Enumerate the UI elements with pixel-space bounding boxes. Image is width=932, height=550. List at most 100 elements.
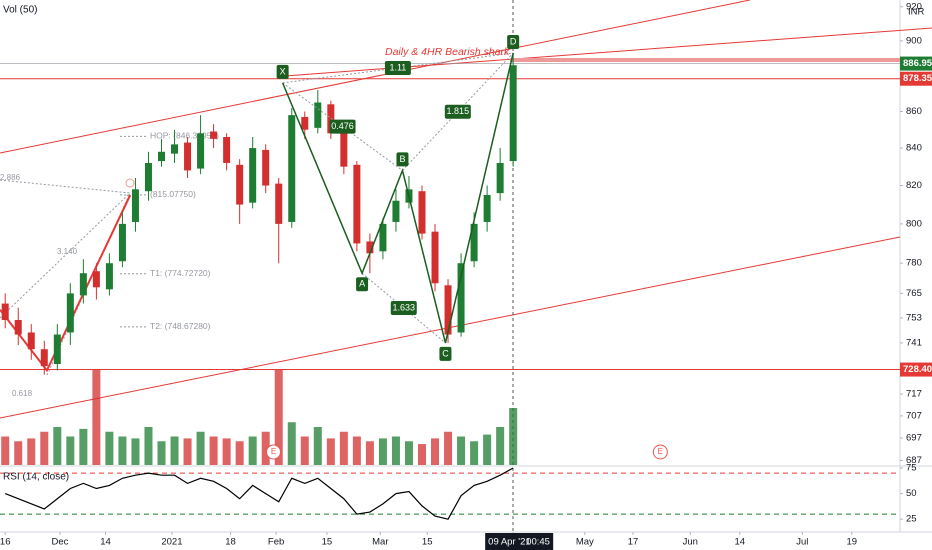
currency: INR [908, 7, 925, 18]
x-tick-label: 18 [225, 537, 236, 548]
volume-bar [209, 436, 218, 465]
ratio-guide [282, 82, 403, 171]
candle-body [262, 149, 270, 186]
x-tick-label: Jul [796, 537, 808, 548]
volume-bar [105, 431, 114, 465]
volume-bar [300, 436, 309, 465]
candle-body [509, 65, 517, 162]
volume-bar [444, 431, 453, 465]
x-tick-label: Jun [683, 537, 698, 548]
ratio-box [444, 104, 471, 119]
pattern-point-label: X [280, 66, 286, 76]
event-label: E [658, 447, 663, 456]
volume-bar [131, 438, 140, 465]
x-tick-label: May [576, 537, 594, 548]
candle-body [483, 195, 491, 222]
x-tick-label: 16 [0, 537, 10, 548]
candle-body [327, 104, 335, 134]
candle-body [40, 349, 48, 367]
price-label-box [900, 362, 932, 377]
volume-bar [470, 441, 479, 465]
volume-bar [339, 431, 348, 465]
volume-bar [313, 427, 322, 465]
volume-bar [417, 444, 426, 465]
y-tick-label: 765 [906, 288, 922, 299]
volume-bar [53, 427, 62, 465]
target-label: HOP: (846.32959) [150, 131, 219, 141]
x-tick-label: Mar [372, 537, 388, 548]
x-tick-label: Dec [51, 537, 68, 548]
volume-bar [92, 370, 101, 465]
volume-bar [222, 438, 231, 465]
pattern-title: Daily & 4HR Bearish shark [385, 46, 510, 58]
x-tick-label: 09 Apr '21 [488, 537, 531, 548]
candle-body [14, 320, 22, 335]
price-label-box [900, 71, 932, 86]
candle-body [249, 148, 257, 203]
x-tick-label: 17 [628, 537, 639, 548]
y-tick-label: 920 [906, 1, 922, 12]
candle-body [1, 303, 9, 321]
pattern-point-label: A [359, 279, 365, 289]
crosshair-date-box [485, 533, 554, 550]
volume-bar [352, 436, 361, 465]
fib-guide [0, 179, 131, 194]
candle-body [184, 142, 192, 171]
y-tick-label: 741 [906, 337, 922, 348]
candle-body [340, 131, 348, 167]
ratio-label: 0.476 [331, 121, 354, 131]
candle-body [158, 151, 166, 162]
volume-bar [14, 441, 23, 465]
volume-bar [431, 438, 440, 465]
x-tick-label: 15 [322, 537, 333, 548]
price-label: 878.35 [903, 73, 932, 84]
volume-bar [509, 408, 518, 465]
candle-body [301, 116, 309, 130]
rsi-tick-label: 25 [906, 514, 917, 525]
volume-bar [157, 441, 166, 465]
candle-body [288, 115, 296, 222]
candle-body [392, 200, 400, 222]
volume-bar [196, 431, 205, 465]
price-label: 728.40 [903, 364, 932, 375]
volume-label: Vol (50) [3, 5, 37, 16]
y-tick-label: 717 [906, 389, 922, 400]
price-label-box [900, 56, 932, 71]
target-label: T2: (748.67280) [150, 321, 211, 331]
pattern-point-box [396, 152, 409, 167]
volume-bar [170, 436, 179, 465]
candle-body [236, 164, 244, 205]
candle-body [470, 223, 478, 262]
y-tick-label: 840 [906, 143, 922, 154]
volume-bar [391, 436, 400, 465]
candle-body [223, 137, 231, 163]
y-tick-label: 780 [906, 258, 922, 269]
event-label: E [271, 447, 276, 456]
fib-label: 0.618 [12, 389, 33, 398]
x-tick-label: 15 [422, 537, 433, 548]
fib-label: 3.140 [57, 247, 78, 256]
candle-body [105, 263, 113, 290]
pattern-line [281, 52, 514, 344]
ratio-label: 1.11 [389, 62, 406, 72]
volume-bar [496, 427, 505, 465]
volume-bar [66, 436, 75, 465]
candle-body [144, 162, 152, 192]
volume-bar [235, 441, 244, 465]
candle-body [66, 293, 74, 333]
y-tick-label: 900 [906, 35, 922, 46]
rsi-line [4, 467, 514, 520]
fib-label: 2.886 [0, 173, 21, 182]
x-tick-label: 19 [847, 537, 858, 548]
candle-body [197, 133, 205, 169]
volume-bar [404, 441, 413, 465]
pattern-point-label: B [399, 154, 405, 164]
rsi-tick-label: 50 [906, 488, 917, 499]
pattern-point-label: C [442, 348, 449, 358]
candle-body [366, 241, 374, 254]
y-tick-label: 753 [906, 312, 922, 323]
pattern-point-box [439, 346, 452, 361]
volume-bar [248, 436, 257, 465]
y-tick-label: 697 [906, 433, 922, 444]
